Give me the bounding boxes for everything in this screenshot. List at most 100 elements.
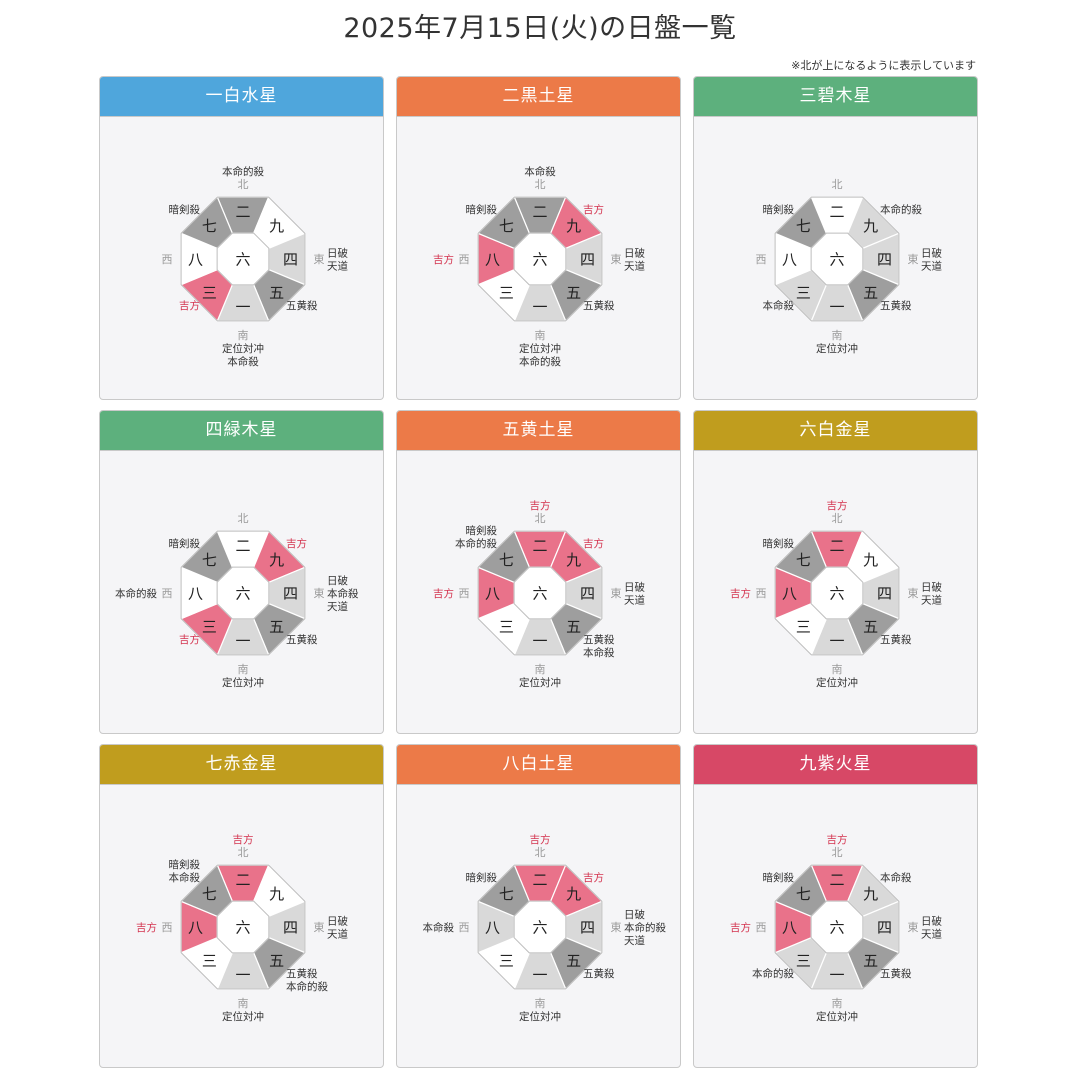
sector-number: 一 xyxy=(235,298,250,316)
sector-number: 八 xyxy=(485,919,500,937)
direction-annotation: 五黄殺 xyxy=(286,633,318,646)
star-card-title: 二黒土星 xyxy=(397,77,680,117)
direction-label-e: 東 xyxy=(908,587,919,600)
direction-label-n: 北 xyxy=(238,846,249,859)
direction-label-e: 東 xyxy=(611,253,622,266)
center-number: 六 xyxy=(532,919,547,937)
sector-number: 二 xyxy=(829,203,844,221)
sector-number: 九 xyxy=(863,885,878,903)
lucky-direction-label: 吉方 xyxy=(583,537,604,550)
direction-label-s: 南 xyxy=(238,997,249,1010)
sector-number: 七 xyxy=(499,551,514,569)
octagon-outline xyxy=(180,530,306,656)
direction-label-w: 西 xyxy=(459,921,470,934)
direction-annotation: 定位対冲 xyxy=(222,342,264,355)
direction-label-s: 南 xyxy=(832,997,843,1010)
star-card-title: 九紫火星 xyxy=(694,745,977,785)
direction-label-e: 東 xyxy=(908,253,919,266)
sector-number: 七 xyxy=(499,217,514,235)
star-card: 六白金星二九四五一三八七六北南東西吉方 日破 天道 五黄殺 定位対冲 吉方 暗剣殺 xyxy=(693,410,978,734)
center-cell xyxy=(513,232,567,286)
star-card: 七赤金星二九四五一三八七六北南東西吉方 日破 天道 五黄殺 本命的殺 定位対冲 吉方 暗剣殺本… xyxy=(99,744,384,1068)
direction-label-w: 西 xyxy=(756,587,767,600)
direction-annotation: 五黄殺 xyxy=(583,299,615,312)
direction-label-e: 東 xyxy=(908,921,919,934)
center-number: 六 xyxy=(235,251,250,269)
octagon-outline xyxy=(774,530,900,656)
direction-label-s: 南 xyxy=(535,997,546,1010)
direction-annotation: 日破 xyxy=(624,247,645,260)
center-cell xyxy=(513,566,567,620)
center-number: 六 xyxy=(532,251,547,269)
star-card: 一白水星二九四五一三八七六 北南 東 西 本命的殺 日破 天道 五黄殺 定位対冲 本命殺 吉方 暗剣殺 xyxy=(99,76,384,400)
sector-number: 八 xyxy=(782,585,797,603)
direction-label-s: 南 xyxy=(535,329,546,342)
direction-annotation: 日破 xyxy=(921,581,942,594)
direction-annotation: 五黄殺 xyxy=(880,633,912,646)
direction-annotation: 五黄殺 xyxy=(286,299,318,312)
direction-annotation: 天道 xyxy=(327,928,348,941)
direction-annotation: 定位対冲 xyxy=(222,676,264,689)
direction-label-n: 北 xyxy=(832,178,843,191)
direction-annotation: 本命的殺 xyxy=(115,587,157,600)
sector-number: 八 xyxy=(782,919,797,937)
sector-number: 九 xyxy=(269,885,284,903)
octagon-outline xyxy=(477,196,603,322)
sector-number: 五 xyxy=(863,284,878,302)
direction-annotation: 日破 xyxy=(921,247,942,260)
star-card-title: 七赤金星 xyxy=(100,745,383,785)
sector-number: 七 xyxy=(796,551,811,569)
sector-number: 三 xyxy=(202,284,217,302)
sector-number: 四 xyxy=(877,919,892,937)
direction-label-e: 東 xyxy=(611,587,622,600)
star-card-title: 一白水星 xyxy=(100,77,383,117)
direction-annotation: 本命的殺 xyxy=(519,355,561,368)
direction-label-s: 南 xyxy=(535,663,546,676)
sector-number: 一 xyxy=(235,966,250,984)
sector-number: 八 xyxy=(485,251,500,269)
direction-annotation: 天道 xyxy=(921,260,942,273)
sector-number: 九 xyxy=(269,217,284,235)
sector-number: 五 xyxy=(566,952,581,970)
direction-label-n: 北 xyxy=(238,512,249,525)
sector-number: 七 xyxy=(796,885,811,903)
direction-label-n: 北 xyxy=(832,846,843,859)
lucky-direction-label: 吉方 xyxy=(433,587,454,600)
direction-annotation: 本命的殺 xyxy=(222,165,264,178)
direction-annotation: 定位対冲 xyxy=(816,342,858,355)
center-cell xyxy=(810,566,864,620)
sector-number: 二 xyxy=(235,537,250,555)
page-note: ※北が上になるように表示しています xyxy=(791,59,976,72)
star-card-grid: 一白水星二九四五一三八七六北南東西本命的殺 日破 天道 五黄殺 定位対冲 本命殺 吉方 暗剣殺… xyxy=(99,76,978,1070)
direction-annotation: 天道 xyxy=(327,600,348,613)
sector-number: 二 xyxy=(829,871,844,889)
direction-annotation: 本命的殺 xyxy=(286,980,328,993)
sector-number: 二 xyxy=(532,203,547,221)
direction-label-s: 南 xyxy=(238,663,249,676)
sector-number: 一 xyxy=(235,632,250,650)
sector-number: 二 xyxy=(532,871,547,889)
sector-number: 五 xyxy=(863,952,878,970)
octagon-outline xyxy=(477,530,603,656)
lucky-direction-label: 吉方 xyxy=(730,921,751,934)
direction-label-w: 西 xyxy=(162,921,173,934)
star-card: 八白土星二九四五一三八七六北南東西吉方 吉方 日破 本命的殺 天道 五黄殺 定位対冲 本命殺暗… xyxy=(396,744,681,1068)
direction-annotation: 本命的殺 xyxy=(455,537,497,550)
direction-label-s: 南 xyxy=(238,329,249,342)
direction-annotation: 五黄殺 xyxy=(286,967,318,980)
star-card: 二黒土星二九四五一三八七六北南東西本命殺 吉方 日破 天道 五黄殺 定位対冲 本命的殺 吉方暗… xyxy=(396,76,681,400)
sector-number: 七 xyxy=(202,217,217,235)
direction-annotation: 日破 xyxy=(327,247,348,260)
sector-number: 四 xyxy=(580,919,595,937)
sector-number: 四 xyxy=(580,251,595,269)
sector-number: 一 xyxy=(829,966,844,984)
sector-number: 四 xyxy=(283,251,298,269)
lucky-direction-label: 吉方 xyxy=(827,833,848,846)
center-cell xyxy=(810,900,864,954)
sector-number: 三 xyxy=(796,952,811,970)
direction-annotation: 天道 xyxy=(921,928,942,941)
lucky-direction-label: 吉方 xyxy=(286,537,307,550)
sector-number: 三 xyxy=(499,952,514,970)
sector-number: 五 xyxy=(269,284,284,302)
